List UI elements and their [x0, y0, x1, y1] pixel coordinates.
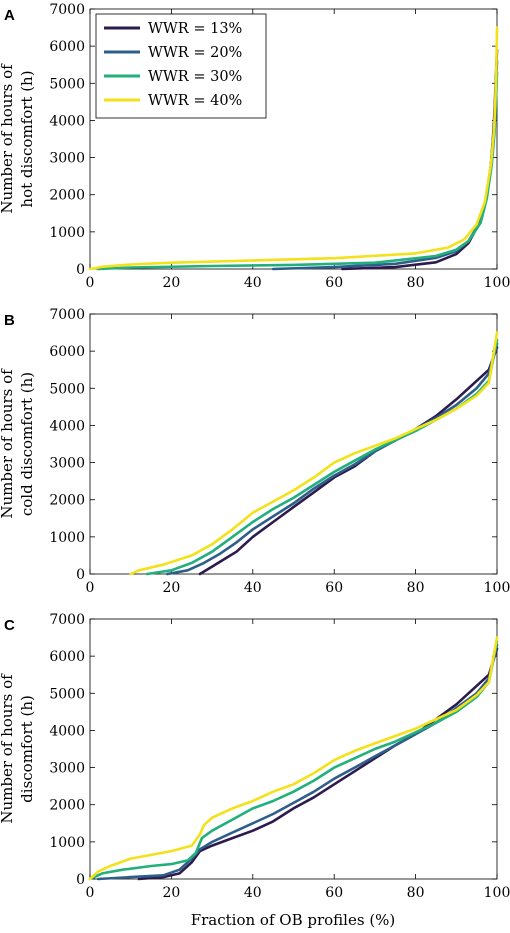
- y-axis-label-line: Number of hours of: [0, 63, 16, 214]
- y-tick-label: 3000: [49, 761, 85, 777]
- x-tick-label: 100: [484, 885, 510, 901]
- x-tick-label: 100: [484, 580, 510, 596]
- y-tick-label: 3000: [49, 151, 85, 167]
- y-tick-label: 1000: [49, 225, 85, 241]
- panel-letter: A: [4, 7, 15, 24]
- y-tick-label: 1000: [49, 835, 85, 851]
- x-tick-label: 80: [407, 275, 425, 291]
- series-line: [137, 647, 499, 881]
- x-tick-label: 20: [162, 580, 180, 596]
- series-line: [145, 338, 499, 576]
- x-tick-label: 20: [162, 885, 180, 901]
- legend-box: [95, 13, 267, 119]
- y-axis-label-line: Number of hours of: [0, 368, 16, 519]
- y-tick-label: 6000: [49, 39, 85, 55]
- panel-A: A0 20 40 60 80 100010002000300040005000600070…: [0, 2, 510, 291]
- y-tick-label: 0: [76, 567, 85, 583]
- axes-frame: [89, 618, 498, 880]
- x-tick-label: 100: [484, 275, 510, 291]
- series-line: [88, 26, 499, 271]
- legend: WWR = 13% WWR = 20% WWR = 30% WWR = 40%: [95, 13, 267, 119]
- panel-B: B0 20 40 60 80 100010002000300040005000600070…: [0, 307, 510, 596]
- x-tick-label: 60: [325, 275, 343, 291]
- series-line: [96, 643, 499, 881]
- legend-label: WWR = 40%: [148, 93, 242, 109]
- x-tick-label: 20: [162, 275, 180, 291]
- y-tick-label: 2000: [49, 188, 85, 204]
- y-tick-label: 0: [76, 262, 85, 278]
- x-tick-label: 60: [325, 580, 343, 596]
- series-line: [271, 59, 499, 271]
- y-axis-label-line: cold discomfort (h): [18, 372, 36, 516]
- series-line: [88, 639, 499, 881]
- y-tick-label: 3000: [49, 456, 85, 472]
- y-tick-label: 0: [76, 872, 85, 888]
- panel-C: C0 20 40 60 80 100010002000300040005000600070…: [0, 612, 510, 901]
- x-tick-label: 40: [244, 275, 262, 291]
- y-tick-label: 1000: [49, 530, 85, 546]
- legend-label: WWR = 30%: [148, 69, 242, 85]
- series-line: [198, 346, 499, 576]
- y-tick-label: 4000: [49, 723, 85, 739]
- x-tick-label: 60: [325, 885, 343, 901]
- y-tick-label: 6000: [49, 344, 85, 360]
- x-tick-label: 0: [86, 885, 95, 901]
- x-tick-label: 80: [407, 885, 425, 901]
- y-tick-label: 7000: [49, 2, 85, 18]
- y-tick-label: 4000: [49, 418, 85, 434]
- series-line: [88, 636, 499, 881]
- legend-label: WWR = 13%: [148, 21, 242, 37]
- y-tick-label: 7000: [49, 307, 85, 323]
- y-tick-label: 4000: [49, 113, 85, 129]
- y-tick-label: 2000: [49, 493, 85, 509]
- y-axis-label-line: hot discomfort (h): [18, 70, 36, 207]
- x-tick-label: 0: [86, 580, 95, 596]
- x-tick-label: 40: [244, 885, 262, 901]
- panels: A0 20 40 60 80 100010002000300040005000600070…: [0, 2, 510, 901]
- axes-frame: [89, 313, 498, 575]
- y-axis-label-line: Number of hours of: [0, 673, 16, 824]
- y-tick-label: 6000: [49, 649, 85, 665]
- x-tick-label: 80: [407, 580, 425, 596]
- x-axis-label: Fraction of OB profiles (%): [191, 911, 396, 929]
- y-tick-label: 5000: [49, 686, 85, 702]
- y-tick-label: 7000: [49, 612, 85, 628]
- legend-label: WWR = 20%: [148, 45, 242, 61]
- series-line: [166, 342, 499, 576]
- series-line: [129, 331, 499, 576]
- series-line: [340, 48, 499, 271]
- x-tick-label: 0: [86, 275, 95, 291]
- panel-letter: C: [4, 617, 15, 634]
- panel-letter: B: [4, 312, 15, 329]
- y-tick-label: 5000: [49, 381, 85, 397]
- y-tick-label: 2000: [49, 798, 85, 814]
- y-axis-label-line: discomfort (h): [18, 695, 36, 803]
- x-tick-label: 40: [244, 580, 262, 596]
- y-tick-label: 5000: [49, 76, 85, 92]
